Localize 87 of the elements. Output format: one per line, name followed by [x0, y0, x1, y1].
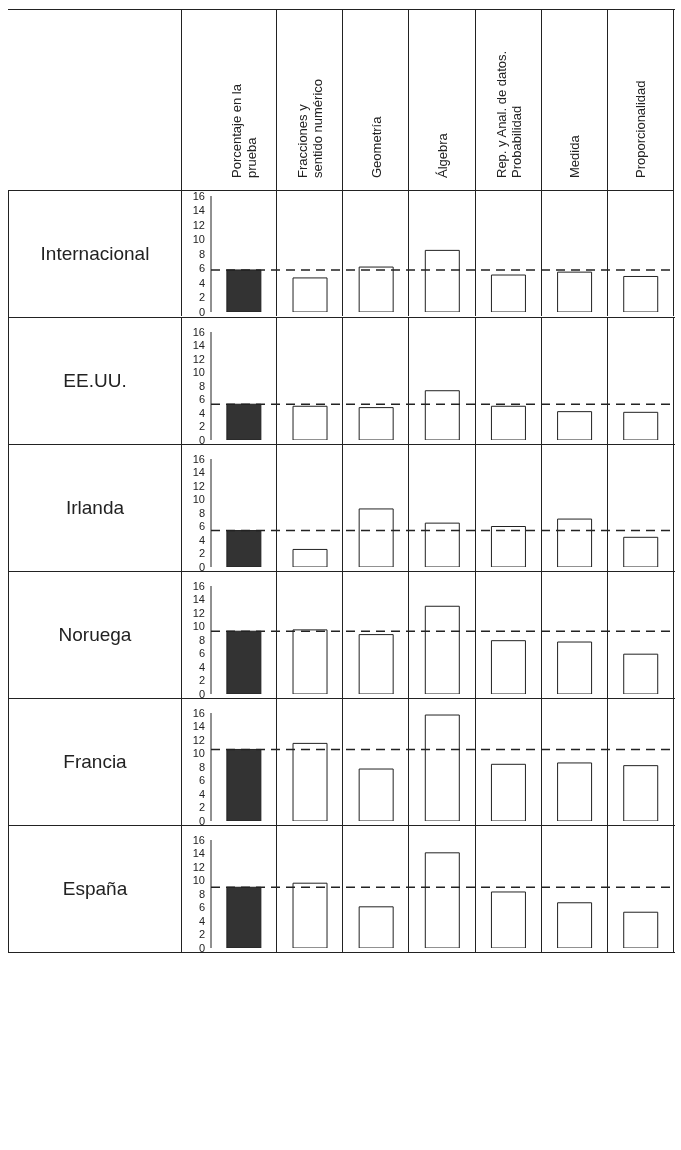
y-tick-label: 0: [198, 433, 205, 446]
y-tick-label: 12: [192, 218, 205, 231]
bar: [623, 411, 659, 440]
y-tick-label: 8: [198, 760, 205, 773]
y-tick-label: 4: [198, 787, 205, 800]
bar: [623, 765, 659, 821]
bar: [490, 274, 526, 312]
y-tick-label: 2: [198, 547, 205, 560]
y-tick-label: 14: [192, 720, 205, 733]
bar: [623, 911, 659, 948]
x-tick-label: Medida: [567, 134, 583, 178]
y-tick-label: 2: [198, 801, 205, 814]
y-tick-label: 14: [192, 593, 205, 606]
y-tick-label: 10: [192, 493, 205, 506]
bar: [358, 634, 394, 694]
text: Internacional: [8, 190, 181, 317]
bar: [292, 277, 328, 312]
bar: [358, 407, 394, 440]
y-tick-label: 12: [192, 860, 205, 873]
y-tick-label: 16: [192, 325, 205, 338]
text: Noruega: [8, 572, 181, 698]
x-tick-label: Geometría: [368, 115, 384, 178]
y-tick-label: 4: [198, 406, 205, 419]
y-tick-label: 4: [198, 533, 205, 546]
y-tick-label: 0: [198, 687, 205, 700]
y-tick-label: 12: [192, 606, 205, 619]
y-tick-label: 8: [198, 506, 205, 519]
y-tick-label: 14: [192, 204, 205, 217]
bar: [490, 640, 526, 694]
bar: [358, 906, 394, 948]
y-tick-label: 14: [192, 847, 205, 860]
text: Francia: [8, 699, 181, 825]
bar: [557, 762, 593, 821]
y-tick-label: 10: [192, 620, 205, 633]
y-tick-label: 4: [198, 276, 205, 289]
y-tick-label: 6: [198, 393, 205, 406]
y-tick-label: 16: [192, 706, 205, 719]
y-tick-label: 4: [198, 914, 205, 927]
y-tick-label: 2: [198, 674, 205, 687]
y-tick-label: 6: [198, 774, 205, 787]
x-tick-label: Porcentaje en la prueba: [229, 83, 260, 178]
text: EE.UU.: [8, 318, 181, 444]
bar: [623, 653, 659, 694]
y-tick-label: 8: [198, 379, 205, 392]
y-tick-label: 16: [192, 579, 205, 592]
text: España: [8, 826, 181, 952]
y-tick-label: 2: [198, 928, 205, 941]
bar: [490, 763, 526, 821]
y-tick-label: 10: [192, 747, 205, 760]
x-tick-label: Rep. y Anal. de datos. Probabilidad: [493, 50, 524, 178]
y-tick-label: 2: [198, 420, 205, 433]
y-tick-label: 16: [192, 452, 205, 465]
y-tick-label: 8: [198, 633, 205, 646]
bar: [490, 891, 526, 948]
bar: [292, 548, 328, 567]
y-tick-label: 10: [192, 874, 205, 887]
y-tick-label: 6: [198, 647, 205, 660]
bar: [557, 641, 593, 694]
y-tick-label: 14: [192, 339, 205, 352]
y-tick-label: 0: [198, 560, 205, 573]
y-tick-label: 14: [192, 466, 205, 479]
y-tick-label: 0: [198, 305, 205, 318]
text: Irlanda: [8, 445, 181, 571]
x-tick-label: Fracciones y sentido numérico: [295, 79, 326, 178]
y-tick-label: 8: [198, 247, 205, 260]
bar: [358, 768, 394, 821]
y-tick-label: 0: [198, 941, 205, 954]
y-tick-label: 10: [192, 366, 205, 379]
bar: [557, 411, 593, 440]
y-tick-label: 2: [198, 291, 205, 304]
y-tick-label: 4: [198, 660, 205, 673]
y-tick-label: 6: [198, 520, 205, 533]
y-tick-label: 0: [198, 814, 205, 827]
y-tick-label: 12: [192, 479, 205, 492]
bar: [623, 275, 659, 312]
y-tick-label: 12: [192, 733, 205, 746]
y-tick-label: 6: [198, 262, 205, 275]
bar: [557, 902, 593, 948]
y-tick-label: 12: [192, 352, 205, 365]
y-tick-label: 16: [192, 189, 205, 202]
x-tick-label: Álgebra: [435, 132, 451, 178]
y-tick-label: 10: [192, 233, 205, 246]
bar: [623, 536, 659, 567]
y-tick-label: 6: [198, 901, 205, 914]
y-tick-label: 16: [192, 833, 205, 846]
y-tick-label: 8: [198, 887, 205, 900]
x-tick-label: Proporcionalidad: [633, 80, 649, 178]
